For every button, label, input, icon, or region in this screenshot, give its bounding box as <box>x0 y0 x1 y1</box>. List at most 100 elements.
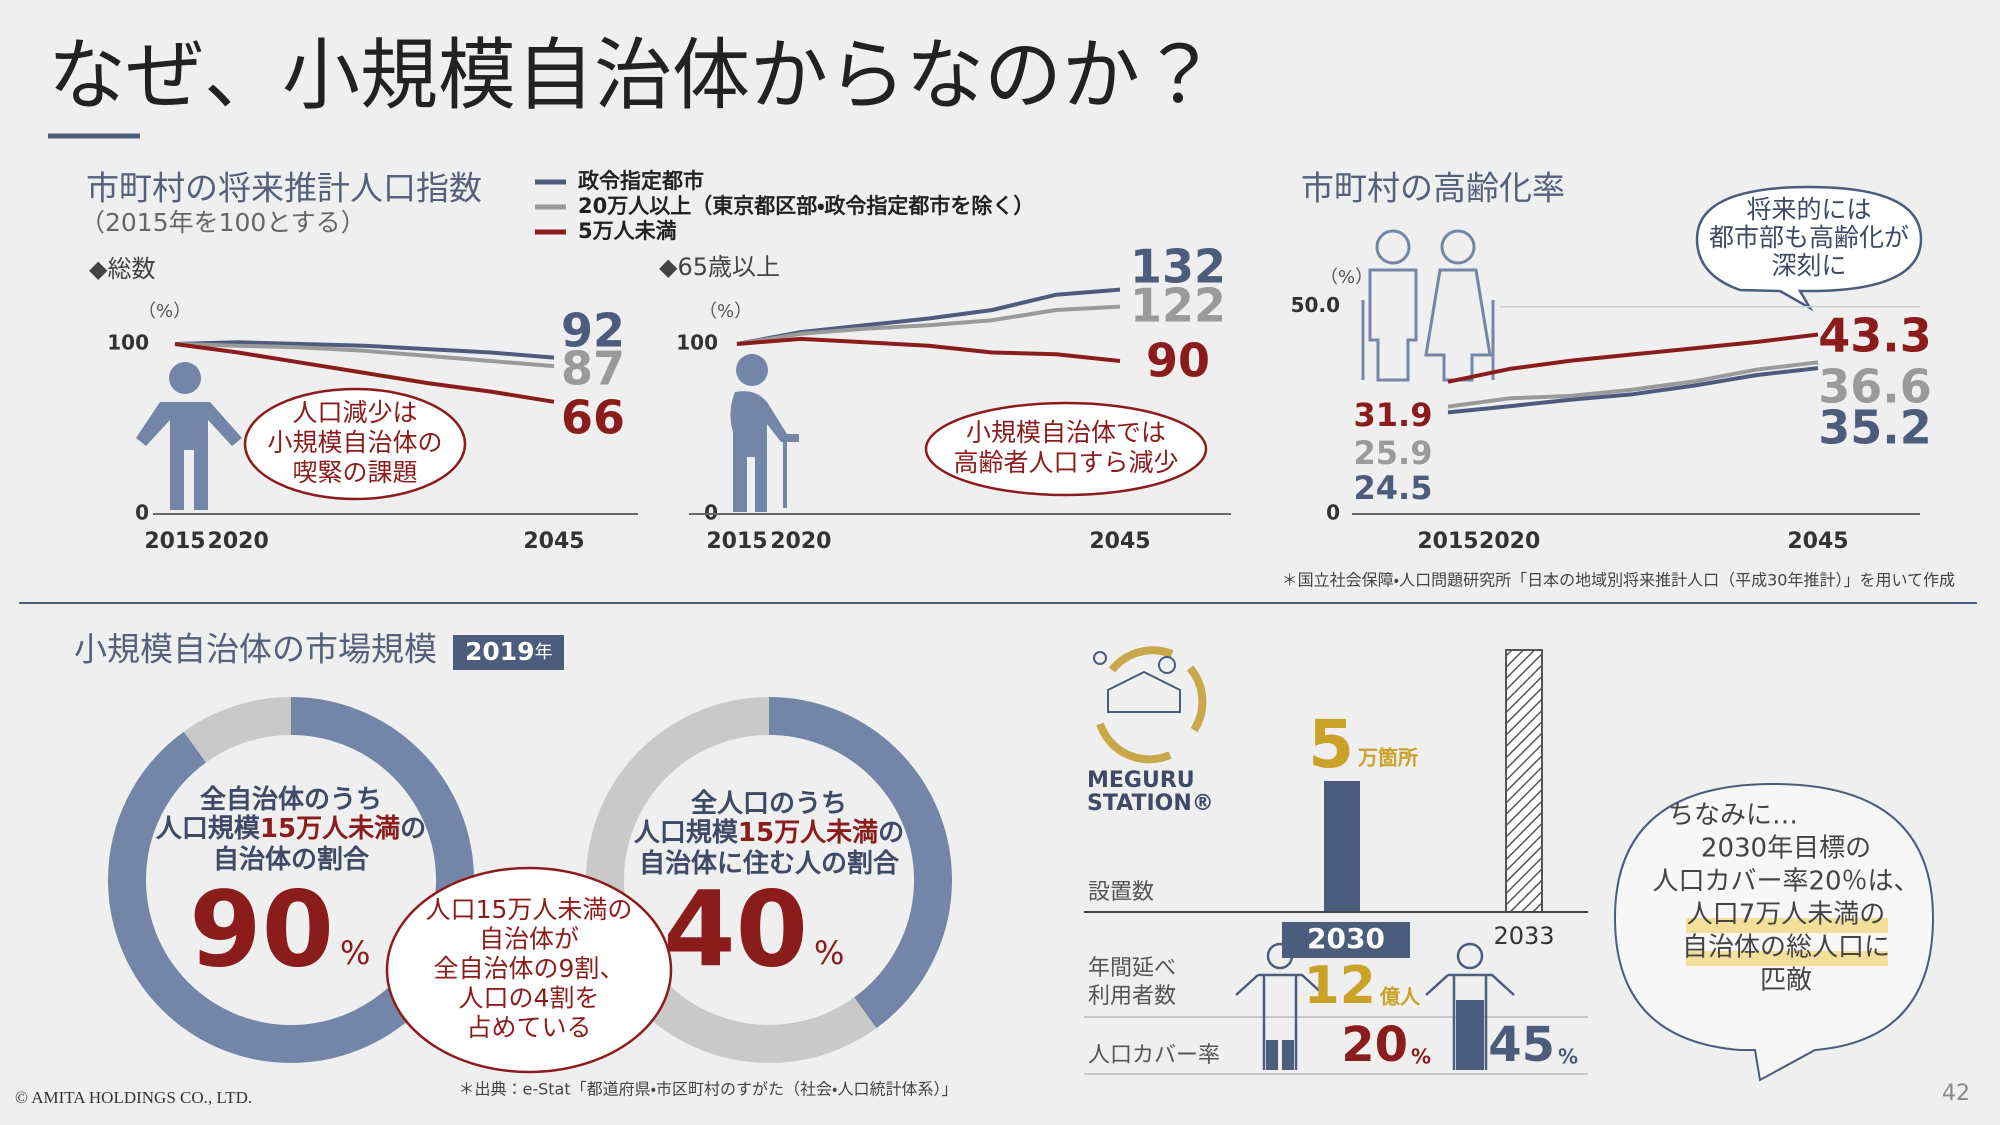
center-text: 全人口のうち <box>691 789 847 819</box>
center-value: 90 <box>189 868 334 990</box>
series-line <box>1447 366 1819 415</box>
donut-slice <box>108 697 474 1063</box>
end-label: 43.3 <box>1818 309 1932 363</box>
x-tick-label: 2030 <box>1307 922 1385 955</box>
center-text-part: 15万人未満 <box>738 818 878 848</box>
x-tick-label: 2015 <box>144 529 205 554</box>
end-label: 35.2 <box>1818 401 1932 455</box>
x-tick-label: 2015 <box>706 529 767 554</box>
end-label: 90 <box>1146 334 1210 388</box>
center-text-part: 自治体の割合 <box>213 844 370 875</box>
y-unit: （%） <box>1320 267 1373 288</box>
center-text-part: 全人口のうち <box>691 789 847 819</box>
users-value: 12 <box>1304 956 1376 1016</box>
row-label: 年間延べ <box>1088 956 1176 981</box>
note-text: 人口カバー率20％は、 <box>1652 867 1919 897</box>
series-line <box>1447 360 1819 409</box>
bar <box>1324 781 1360 912</box>
start-label: 24.5 <box>1354 469 1433 507</box>
end-label: 132 <box>1130 240 1226 294</box>
note-bubble <box>385 866 673 1074</box>
note-text: 2030年目標の <box>1701 834 1871 864</box>
icon-fill <box>1456 1000 1484 1070</box>
center-unit: % <box>340 934 370 972</box>
meguru-logo <box>1096 646 1207 764</box>
annotation-text: 将来的には <box>1746 195 1871 224</box>
coverage-value: 45 <box>1488 1017 1555 1073</box>
copyright: © AMITA HOLDINGS CO., LTD. <box>15 1088 252 1107</box>
center-text: 全自治体のうち <box>200 784 382 815</box>
y-tick-label: 0 <box>135 501 149 525</box>
start-label: 31.9 <box>1354 396 1433 434</box>
legend-label: 5万人未満 <box>578 219 677 243</box>
users-unit: 億人 <box>1379 985 1421 1009</box>
x-tick-label: 2020 <box>208 529 269 554</box>
center-text: 自治体に住む人の割合 <box>639 848 900 879</box>
x-tick-label: 2045 <box>1787 529 1848 554</box>
end-label: 122 <box>1130 279 1226 333</box>
y-tick-label: 100 <box>107 331 149 355</box>
x-tick-label: 2045 <box>1089 529 1150 554</box>
value-unit: 万箇所 <box>1357 746 1418 770</box>
end-label: 36.6 <box>1818 360 1932 414</box>
couple-icon <box>1361 229 1495 382</box>
center-text-part: 自治体に住む人の割合 <box>639 848 900 879</box>
logo-text: STATION® <box>1087 791 1214 816</box>
annotation-text: 人口減少は <box>292 398 417 427</box>
coverage-unit: % <box>1411 1045 1431 1069</box>
center-text: 人口規模15万人未満の <box>155 814 426 844</box>
note-text: 匹敵 <box>1760 966 1812 996</box>
year-badge <box>453 635 564 670</box>
chart-subtitle: ◆総数 <box>89 255 155 283</box>
row-label: 人口カバー率 <box>1088 1043 1220 1068</box>
x-tick-label: 2020 <box>770 529 831 554</box>
note-text: 自治体が <box>479 925 579 954</box>
center-text: 自治体の割合 <box>213 844 370 875</box>
year-badge-text: 2019年 <box>465 637 553 666</box>
y-unit: （%） <box>138 301 191 322</box>
note-text: 占めている <box>466 1013 591 1042</box>
icon-fill <box>1282 1040 1294 1070</box>
end-label: 87 <box>561 342 625 396</box>
year: 2019 <box>465 637 535 666</box>
bar <box>1505 649 1543 913</box>
coverage-unit: % <box>1558 1045 1578 1069</box>
y-unit: （%） <box>699 301 752 322</box>
section-title: 市町村の将来推計人口指数 <box>86 169 482 208</box>
note-text: 人口の4割を <box>459 984 600 1013</box>
center-text-part: の <box>878 818 904 848</box>
note-text: 自治体の総人口に <box>1682 933 1890 963</box>
legend-label: 政令指定都市 <box>578 169 704 193</box>
coverage-value: 20 <box>1341 1017 1408 1073</box>
x-tick-label: 2033 <box>1493 922 1554 950</box>
icon-fill <box>1266 1040 1278 1070</box>
annotation-text: 都市部も高齢化が <box>1709 223 1909 252</box>
x-tick-label: 2015 <box>1417 529 1478 554</box>
end-label: 92 <box>561 304 625 358</box>
series-line <box>1447 332 1819 384</box>
source-note: ＊出典：e-Stat「都道府県・市区町村のすがた（社会・人口統計体系）」 <box>458 1080 957 1099</box>
chart-subtitle: ◆65歳以上 <box>659 253 780 281</box>
meguru-house <box>1093 651 1181 713</box>
note-text: 人口15万人未満の <box>426 895 633 924</box>
series-line <box>174 340 555 360</box>
y-tick-label: 100 <box>676 331 718 355</box>
row-label: 利用者数 <box>1088 984 1176 1009</box>
series-line <box>174 342 555 404</box>
legend-label: 20万人以上（東京都区部・政令指定都市を除く） <box>578 194 1034 218</box>
annotation-bubble <box>1695 185 1923 312</box>
annotation-text: 深刻に <box>1771 251 1846 280</box>
annotation-text: 喫緊の課題 <box>292 458 417 487</box>
logo-text: MEGURU <box>1087 768 1195 793</box>
center-text-part: の <box>400 814 426 844</box>
x-tick-label: 2045 <box>523 529 584 554</box>
series-line <box>736 336 1121 363</box>
series-line <box>736 304 1121 346</box>
x-tick-label: 2020 <box>1479 529 1540 554</box>
category-badge <box>1282 922 1410 958</box>
highlight <box>1686 951 1888 966</box>
source-note: ＊国立社会保障・人口問題研究所「日本の地域別将来推計人口（平成30年推計）」を用… <box>1282 571 1955 590</box>
note-text: 全自治体の9割、 <box>434 954 625 983</box>
